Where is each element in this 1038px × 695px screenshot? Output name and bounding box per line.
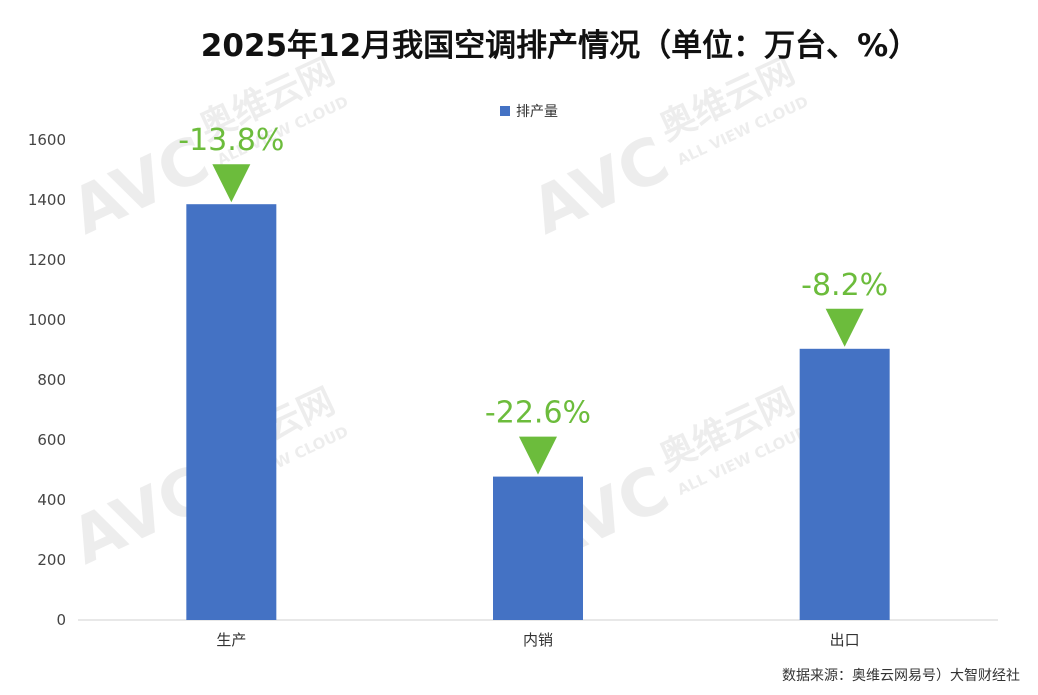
change-label: -22.6% <box>485 396 591 431</box>
change-label: -13.8% <box>178 123 284 158</box>
y-tick-label: 1000 <box>28 311 66 329</box>
change-label: -8.2% <box>801 268 888 303</box>
x-tick-label: 生产 <box>216 631 246 649</box>
x-axis: 生产 内销 出口 <box>216 631 859 649</box>
y-tick-label: 1400 <box>28 191 66 209</box>
y-tick-label: 200 <box>37 551 66 569</box>
down-arrow-icon <box>519 436 557 475</box>
bar-series <box>186 204 890 620</box>
y-tick-label: 1200 <box>28 251 66 269</box>
down-arrow-icon <box>825 308 864 347</box>
bar-2 <box>799 348 890 620</box>
watermark-logo: AVC <box>520 123 680 250</box>
down-arrow-icon <box>212 164 251 203</box>
bar-1 <box>493 476 583 620</box>
y-tick-label: 1600 <box>28 131 66 149</box>
legend: 排产量 <box>500 104 558 120</box>
y-tick-label: 600 <box>37 431 66 449</box>
legend-label: 排产量 <box>516 104 558 120</box>
legend-swatch <box>500 106 510 116</box>
bar-0 <box>186 204 277 620</box>
y-axis: 0 200 400 600 800 1000 1200 1400 1600 <box>28 131 66 629</box>
y-tick-label: 800 <box>37 371 66 389</box>
y-tick-label: 0 <box>56 611 66 629</box>
change-indicators: -13.8% -22.6% -8.2% <box>178 123 888 475</box>
x-tick-label: 出口 <box>830 631 860 649</box>
source-note: 数据来源：奥维云网易号）大智财经社 <box>782 667 1020 684</box>
chart-title: 2025年12月我国空调排产情况（单位：万台、%） <box>201 28 919 64</box>
x-tick-label: 内销 <box>523 631 553 649</box>
y-tick-label: 400 <box>37 491 66 509</box>
